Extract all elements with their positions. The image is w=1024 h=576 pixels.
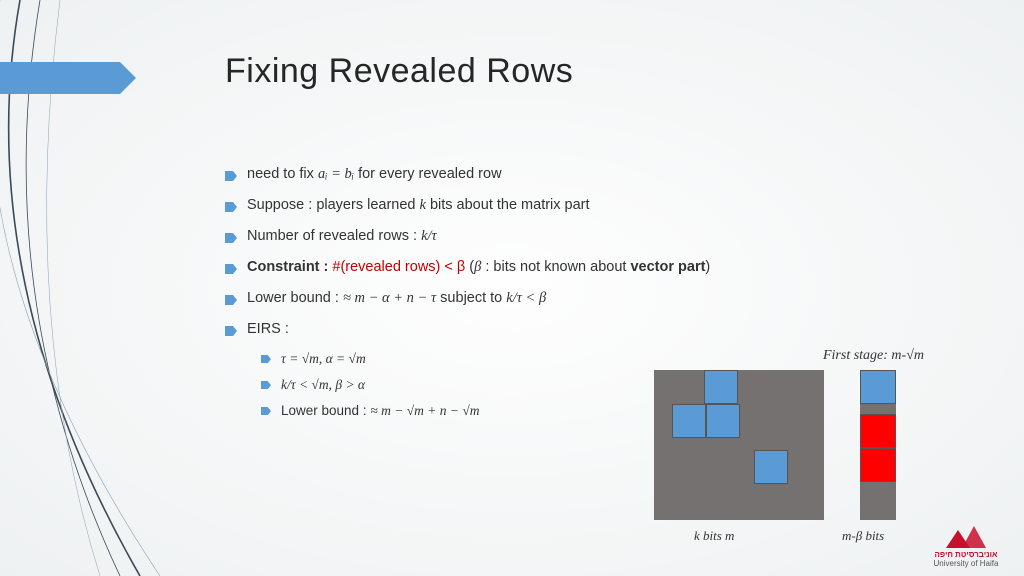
first-stage-label: First stage: m-√m: [823, 348, 924, 364]
text: Suppose : players learned: [247, 197, 420, 213]
accent-arrow: [0, 62, 120, 94]
math: τ = √m, α = √m: [281, 351, 366, 367]
matrix-cell: [704, 370, 738, 404]
vec-cell: [860, 370, 896, 404]
bullet-4: Constraint : #(revealed rows) < β (β : b…: [225, 259, 985, 276]
matrix-cell: [672, 404, 706, 438]
vec-cell: [860, 414, 896, 448]
text: Lower bound :: [247, 290, 343, 306]
matrix-block: [654, 370, 824, 520]
math: k/τ < √m, β > α: [281, 377, 365, 393]
logo-english: University of Haifa: [918, 559, 1014, 568]
bullet-icon: [225, 295, 237, 305]
text: subject to: [436, 290, 506, 306]
text: vector part: [630, 259, 705, 275]
matrix-label: k bits m: [694, 528, 734, 544]
bullet-1: need to fix aᵢ = bᵢ for every revealed r…: [225, 166, 985, 183]
vector-label: m-β bits: [842, 528, 884, 544]
text: Lower bound :: [281, 403, 370, 418]
text: for every revealed row: [354, 166, 501, 182]
text: (: [465, 259, 474, 275]
logo-hebrew: אוניברסיטת חיפה: [918, 550, 1014, 559]
text: bits about the matrix part: [426, 197, 590, 213]
bullet-icon: [261, 407, 271, 415]
logo-icon: [944, 524, 988, 550]
text: ): [705, 259, 710, 275]
text: need to fix: [247, 166, 318, 182]
bullet-icon: [225, 326, 237, 336]
bullet-icon: [225, 264, 237, 274]
math: ≈ m − α + n − τ: [343, 290, 436, 306]
vec-cell: [860, 448, 896, 482]
bullet-icon: [225, 233, 237, 243]
bullet-5: Lower bound : ≈ m − α + n − τ subject to…: [225, 290, 985, 307]
university-logo: אוניברסיטת חיפה University of Haifa: [918, 524, 1014, 568]
bullet-2: Suppose : players learned k bits about t…: [225, 197, 985, 214]
constraint-label: Constraint :: [247, 259, 332, 275]
text: EIRS :: [247, 321, 289, 337]
slide-title: Fixing Revealed Rows: [225, 52, 573, 91]
bullet-icon: [225, 171, 237, 181]
math: k/τ: [421, 228, 437, 244]
math: ≈ m − √m + n − √m: [370, 403, 479, 418]
bullet-icon: [261, 381, 271, 389]
bullet-3: Number of revealed rows : k/τ: [225, 228, 985, 245]
vector-block: [860, 370, 896, 520]
math: aᵢ = bᵢ: [318, 166, 354, 182]
constraint-red: #(revealed rows) < β: [332, 259, 465, 275]
text: Number of revealed rows :: [247, 228, 421, 244]
text: : bits not known about: [481, 259, 630, 275]
bullet-icon: [261, 355, 271, 363]
bullet-icon: [225, 202, 237, 212]
matrix-cell: [706, 404, 740, 438]
bullet-6: EIRS :: [225, 321, 985, 337]
math: k/τ < β: [506, 290, 546, 306]
matrix-cell: [754, 450, 788, 484]
